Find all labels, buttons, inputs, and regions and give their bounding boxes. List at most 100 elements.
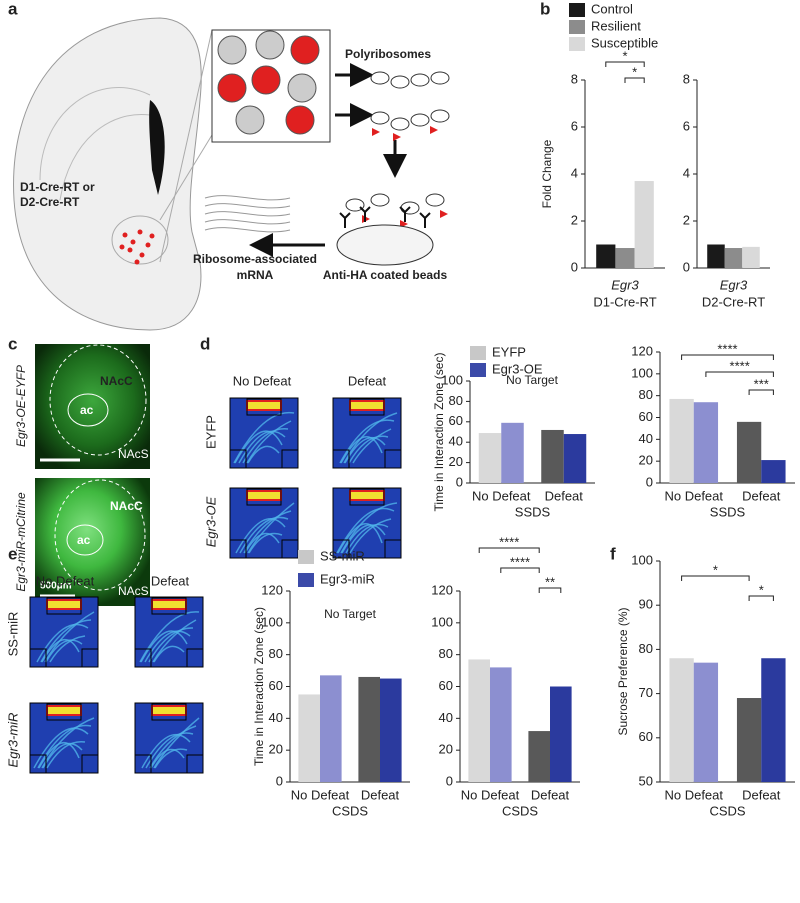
bead	[336, 224, 434, 266]
heatmap-trace	[233, 411, 295, 464]
x-tick-label: No Defeat	[291, 787, 350, 802]
heatmap-trace	[153, 645, 185, 663]
significance-label: ***	[754, 376, 769, 391]
bar	[761, 460, 786, 483]
heatmap-trace	[38, 741, 80, 769]
y-axis-label: Sucrose Preference (%)	[616, 607, 630, 735]
column-label: Defeat	[348, 373, 387, 388]
bar	[550, 686, 572, 782]
y-tick-label: 80	[449, 393, 463, 408]
region-label: NAcC	[100, 374, 133, 388]
heatmap-border	[332, 397, 402, 469]
bar	[320, 675, 342, 782]
row-label: SS-miR	[5, 612, 20, 657]
heatmap-hotspot	[151, 705, 187, 716]
y-tick-label: 80	[269, 646, 283, 661]
diagram-label: Polyribosomes	[345, 47, 431, 61]
heatmap-trace	[148, 627, 194, 663]
y-tick-label: 100	[431, 614, 453, 629]
diagram-label: Ribosome-associated	[193, 252, 317, 266]
y-tick-label: 6	[683, 118, 690, 133]
zone-box	[333, 539, 401, 558]
heatmap-trace	[349, 518, 392, 554]
region-label: ac	[80, 403, 94, 417]
significance-label: ****	[717, 341, 737, 356]
micrograph	[35, 478, 150, 606]
y-axis-label: Time in Interaction Zone (sec)	[432, 353, 446, 512]
y-tick-label: 0	[456, 474, 463, 489]
legend-swatch	[470, 363, 486, 377]
legend-swatch	[569, 3, 585, 17]
bar	[468, 659, 490, 782]
y-tick-label: 0	[446, 773, 453, 788]
y-tick-label: 4	[571, 165, 578, 180]
heatmap-trace	[343, 412, 398, 464]
y-tick-label: 6	[571, 118, 578, 133]
x-tick-label: Defeat	[545, 488, 584, 503]
legend-swatch	[298, 550, 314, 564]
y-tick-label: 120	[431, 582, 453, 597]
x-tick-label: No Defeat	[664, 488, 723, 503]
legend-label: Egr3-OE	[492, 361, 543, 376]
heatmap-trace	[234, 430, 283, 464]
zoom-line	[159, 29, 213, 263]
y-tick-label: 0	[683, 259, 690, 274]
heatmap-trace	[145, 732, 194, 769]
heatmap-trace	[243, 510, 292, 554]
ventricle	[149, 100, 165, 195]
y-tick-label: 50	[639, 773, 653, 788]
micrograph	[35, 344, 150, 469]
bar	[707, 244, 725, 268]
zone-box	[333, 449, 401, 468]
column-label: No Defeat	[233, 373, 292, 388]
inset-cells	[217, 30, 320, 135]
heatmap-trace	[242, 428, 289, 464]
y-axis-label: Time in Interaction Zone (sec)	[252, 607, 266, 766]
zone-box	[135, 754, 203, 773]
significance-label: ****	[730, 358, 750, 373]
bar	[742, 246, 760, 268]
column-label: No Defeat	[36, 573, 95, 588]
zone-box	[349, 488, 385, 506]
y-tick-label: 40	[269, 710, 283, 725]
bar	[298, 694, 320, 782]
x-tick-label: Egr3	[720, 277, 748, 292]
heatmap-border	[134, 596, 204, 668]
legend-swatch	[470, 346, 486, 360]
region-outline	[54, 479, 146, 591]
x-tick-label: Defeat	[361, 787, 400, 802]
y-tick-label: 100	[631, 365, 653, 380]
heatmap-border	[229, 487, 299, 559]
y-tick-label: 60	[439, 678, 453, 693]
zone-box	[349, 398, 385, 416]
y-tick-label: 40	[639, 431, 653, 446]
panel-label: c	[8, 334, 17, 353]
x-tick-label: No Defeat	[461, 787, 520, 802]
bar	[669, 398, 694, 483]
heatmap-trace	[149, 725, 197, 769]
heatmap-trace	[45, 639, 83, 663]
row-label: Egr3-miR-mCitrine	[14, 492, 28, 592]
heatmap-border	[134, 702, 204, 774]
heatmap-trace	[247, 502, 295, 554]
x-tick-label: No Defeat	[472, 488, 531, 503]
heatmap-trace	[144, 630, 191, 663]
heatmap-trace	[235, 518, 286, 554]
zone-box	[230, 449, 298, 468]
region-outline	[49, 344, 147, 456]
zone-box	[30, 754, 98, 773]
heatmap-trace	[44, 611, 95, 663]
y-tick-label: 40	[449, 434, 463, 449]
zone-box	[151, 597, 187, 615]
significance-label: ****	[499, 534, 519, 549]
x-tick-label: Defeat	[742, 488, 781, 503]
row-label: Egr3-OE-EYFP	[14, 365, 28, 447]
brain-line	[59, 113, 151, 201]
y-tick-label: 60	[449, 413, 463, 428]
region	[111, 215, 169, 265]
y-tick-label: 4	[683, 165, 690, 180]
bar	[563, 434, 587, 483]
heatmap-trace	[238, 430, 286, 464]
chart-title: No Target	[324, 607, 376, 621]
heatmap-hotspot	[151, 599, 187, 610]
